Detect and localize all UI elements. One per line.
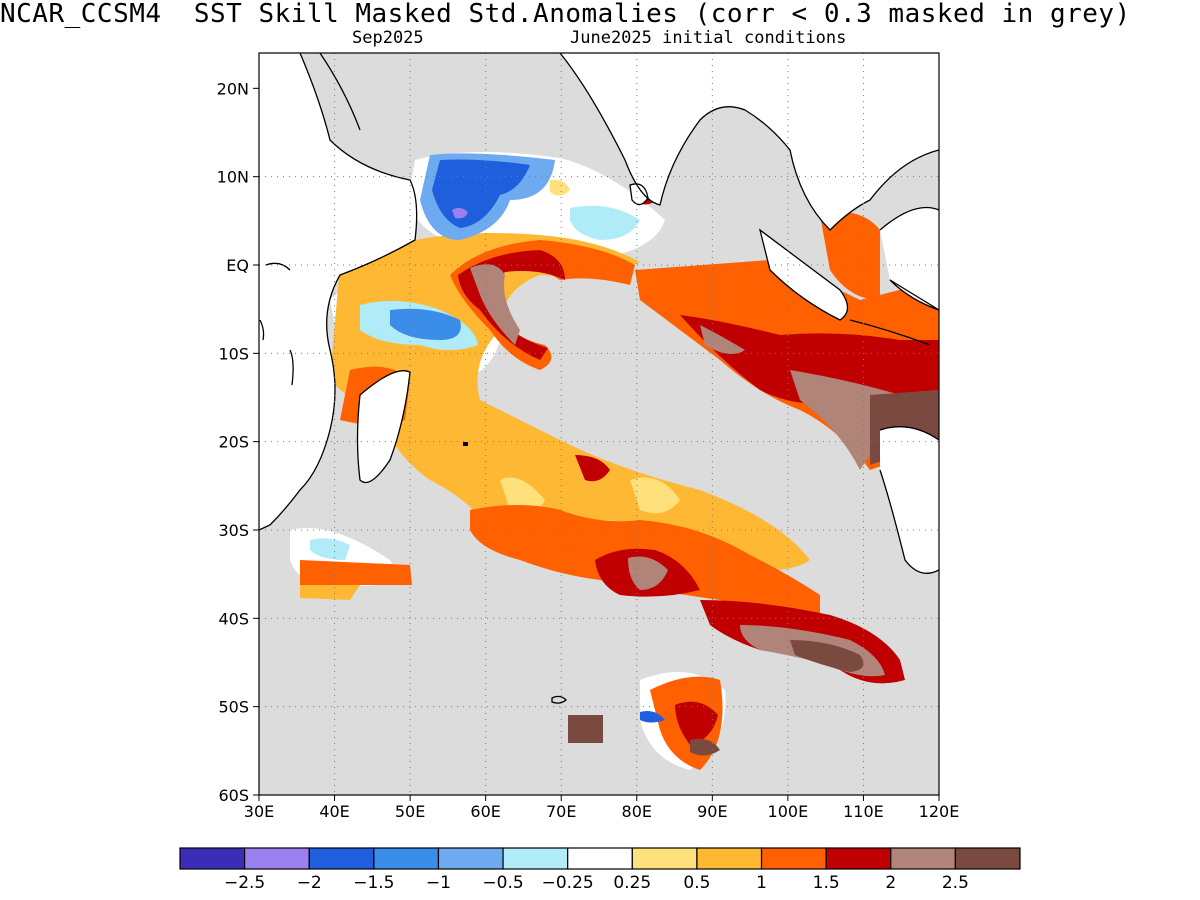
lon-tick-label: 100E — [768, 802, 809, 821]
mauritius-island — [463, 442, 468, 446]
colorbar-swatch — [954, 847, 1021, 870]
lon-tick-label: 120E — [919, 802, 960, 821]
africa-coastline — [259, 53, 418, 531]
colorbar-label: −0.5 — [482, 873, 523, 893]
asia-coastline — [319, 53, 939, 231]
lon-tick-label: 110E — [843, 802, 884, 821]
lat-tick-label: EQ — [226, 256, 249, 275]
warm-patch-0.5b — [630, 477, 680, 514]
sri-lanka-land — [630, 183, 648, 205]
colorbar-label: 1 — [756, 873, 767, 893]
lat-tick-label: 40S — [218, 609, 249, 628]
colorbar-swatch — [696, 847, 763, 870]
colorbar-swatch — [890, 847, 956, 870]
arabian-sea-warm-spot — [550, 179, 570, 196]
latitude-ticks: 20N 10N EQ 10S 20S 30S 40S 50S 60S — [217, 79, 259, 805]
madagascar-land — [357, 370, 410, 483]
sumatra-java-warm-core — [680, 315, 939, 404]
longitude-ticks: 30E 40E 50E 60E 70E 80E 90E 100E 110E 120E — [244, 795, 960, 821]
lat-tick-label: 10S — [218, 344, 249, 363]
arabian-sea-cold-max — [452, 207, 468, 219]
target-month-label: Sep2025 — [352, 28, 424, 48]
graticule — [259, 53, 939, 795]
australia-coastline — [879, 426, 939, 574]
lon-tick-label: 90E — [697, 802, 727, 821]
east-africa-lakes — [259, 262, 294, 386]
south-warm-max — [628, 556, 668, 590]
colorbar-label: 2.5 — [942, 873, 969, 893]
lat-tick-label: 20N — [217, 79, 249, 98]
lon-tick-label: 50E — [395, 802, 425, 821]
colorbar: −2.5 −2 −1.5 −1 −0.5 −0.25 0.25 0.5 1 1.5 2 2.5 — [179, 847, 1021, 893]
colorbar-swatch — [179, 847, 246, 870]
colorbar-label: 1.5 — [813, 873, 840, 893]
south-cold-core — [390, 308, 461, 340]
crozet-warm-patch — [568, 715, 603, 743]
sumatra-land — [760, 230, 848, 320]
colorbar-swatch — [308, 847, 375, 870]
colorbar-swatch — [373, 847, 440, 870]
kerguelen-warm-core — [675, 701, 718, 745]
lat-tick-label: 30S — [218, 521, 249, 540]
borneo-coastline — [879, 206, 939, 311]
borneo-warm — [820, 212, 880, 300]
sri-lanka-coastline — [629, 183, 649, 206]
lat-tick-label: 20S — [218, 433, 249, 452]
colorbar-swatch — [437, 847, 504, 870]
colorbar-swatch — [567, 847, 633, 870]
java-coastline — [849, 319, 931, 346]
colorbar-swatch — [760, 847, 827, 870]
bay-cold-weak — [570, 205, 640, 240]
lon-tick-label: 80E — [622, 802, 652, 821]
lat-tick-label: 10N — [217, 168, 249, 187]
map-field — [259, 53, 939, 795]
colorbar-label: −2.5 — [224, 873, 265, 893]
colorbar-label: 2 — [885, 873, 896, 893]
kerguelen-cold-spot — [640, 711, 665, 723]
colorbar-swatch — [244, 847, 310, 870]
colorbar-label: −1.5 — [353, 873, 394, 893]
lon-tick-label: 70E — [546, 802, 576, 821]
madagascar-coastline — [356, 370, 411, 484]
warm-patch-0.5 — [500, 477, 545, 514]
southwest-cold-patch — [310, 538, 350, 560]
colorbar-swatch — [631, 847, 698, 870]
kerguelen-island — [551, 695, 567, 704]
plot-frame — [258, 52, 940, 796]
africa-land — [259, 53, 417, 530]
southern-warm-max — [790, 640, 864, 672]
lat-tick-label: 60S — [218, 786, 249, 805]
agulhas-warm-streak — [300, 560, 412, 585]
lon-tick-label: 30E — [244, 802, 274, 821]
colorbar-swatch — [502, 847, 569, 870]
colorbar-label: −0.25 — [542, 873, 594, 893]
australia-land — [880, 426, 939, 574]
colorbar-label: 0.5 — [683, 873, 710, 893]
lon-tick-label: 40E — [319, 802, 349, 821]
agulhas-warm-streak-2 — [300, 585, 360, 600]
chart-title: NCAR_CCSM4 SST Skill Masked Std.Anomalie… — [0, 0, 1131, 29]
central-warm-core — [575, 455, 610, 482]
sumatra-max-a — [700, 325, 745, 354]
initial-conditions-label: June2025 initial conditions — [570, 28, 847, 48]
asia-land — [320, 53, 939, 230]
colorbar-swatch — [825, 847, 892, 870]
chagos-warm-max — [470, 264, 520, 345]
kerguelen-warm-max — [690, 738, 720, 756]
colorbar-label: 0.25 — [613, 873, 651, 893]
colorbar-label: −2 — [297, 873, 322, 893]
lat-tick-label: 50S — [218, 698, 249, 717]
sumatra-coastline — [758, 228, 849, 321]
colorbar-label: −1 — [426, 873, 451, 893]
lon-tick-label: 60E — [470, 802, 500, 821]
